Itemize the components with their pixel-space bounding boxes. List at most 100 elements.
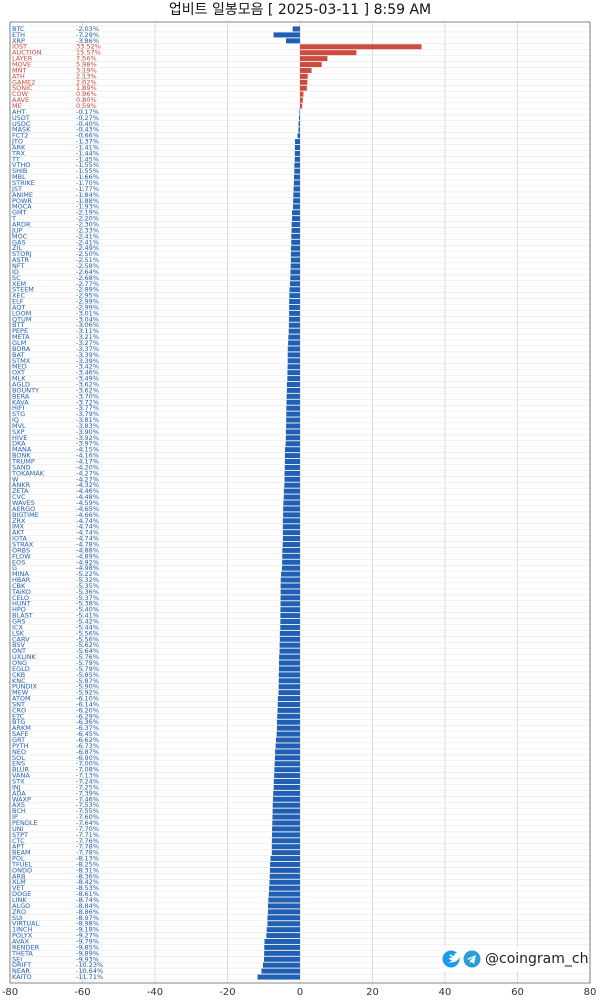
value-label: 33.52%	[76, 43, 101, 51]
value-label: -5.40%	[76, 606, 99, 614]
value-label: -5.79%	[76, 659, 99, 667]
bar	[293, 198, 300, 204]
value-label: -5.62%	[76, 641, 99, 649]
value-label: -0.66%	[76, 132, 99, 140]
category-label: NEO	[12, 748, 26, 756]
category-label: ASTR	[12, 256, 30, 264]
bar	[271, 838, 300, 844]
bar	[262, 962, 300, 968]
bar	[279, 666, 300, 672]
category-label: WAVES	[12, 499, 35, 507]
category-label: PENDLE	[12, 819, 38, 827]
bar	[280, 601, 300, 607]
bar	[274, 761, 300, 767]
value-label: -1.93%	[76, 203, 99, 211]
bar	[286, 423, 300, 429]
value-label: -7.53%	[76, 801, 99, 809]
value-label: -4.20%	[76, 463, 99, 471]
category-label: UXLINK	[12, 653, 37, 661]
value-label: -4.92%	[76, 558, 99, 566]
category-label: AHT	[12, 108, 25, 116]
value-label: -1.70%	[76, 179, 99, 187]
bar	[300, 44, 422, 50]
category-label: MINA	[12, 570, 29, 578]
x-tick-label: 60	[511, 987, 524, 998]
value-label: -5.76%	[76, 653, 99, 661]
value-label: -6.14%	[76, 700, 99, 708]
value-label: 2.02%	[76, 78, 97, 86]
value-label: -3.62%	[76, 386, 99, 394]
bar	[281, 565, 300, 571]
category-label: CTC	[12, 837, 25, 845]
value-label: -6.87%	[76, 748, 99, 756]
value-label: -7.46%	[76, 795, 99, 803]
value-label: -3.42%	[76, 363, 99, 371]
bar	[272, 832, 300, 838]
value-label: -2.95%	[76, 292, 99, 300]
bar	[279, 648, 300, 654]
value-label: -7.24%	[76, 777, 99, 785]
bar	[300, 50, 357, 56]
value-label: -4.74%	[76, 517, 99, 525]
bar	[283, 494, 300, 500]
bar	[287, 376, 300, 382]
value-label: 7.56%	[76, 55, 97, 63]
x-tick-label: -80	[2, 987, 18, 998]
value-label: -4.74%	[76, 535, 99, 543]
bar	[276, 731, 300, 737]
bar	[282, 536, 300, 542]
category-label: INJ	[12, 783, 21, 791]
bar	[299, 109, 300, 115]
watermark-text: @coingram_ch	[485, 951, 588, 967]
bar	[289, 304, 300, 310]
bar	[264, 944, 300, 950]
bar	[289, 281, 300, 287]
bar	[282, 530, 300, 536]
bar	[279, 636, 300, 642]
category-label: ID	[12, 268, 19, 276]
value-label: -3.04%	[76, 315, 99, 323]
value-label: -4.89%	[76, 552, 99, 560]
bar	[300, 62, 322, 68]
value-label: -1.44%	[76, 149, 99, 157]
value-label: -3.97%	[76, 440, 99, 448]
value-label: -5.36%	[76, 588, 99, 596]
category-label: STRIKE	[12, 179, 35, 187]
bar	[292, 210, 300, 216]
category-label: KAVA	[12, 398, 29, 406]
value-label: -3.77%	[76, 404, 99, 412]
bar	[286, 387, 300, 393]
category-label: MLK	[12, 375, 26, 383]
value-label: -4.17%	[76, 458, 99, 466]
category-label: DRIFT	[12, 961, 31, 969]
value-label: -5.79%	[76, 665, 99, 673]
category-label: CELO	[12, 594, 29, 602]
value-label: -4.98%	[76, 564, 99, 572]
value-label: -2.30%	[76, 221, 99, 229]
bar	[290, 245, 300, 251]
value-label: -6.37%	[76, 724, 99, 732]
value-label: -6.29%	[76, 712, 99, 720]
category-label: CKB	[12, 671, 25, 679]
bar	[300, 67, 312, 73]
category-label: BTG	[12, 718, 25, 726]
category-label: ETH	[12, 31, 25, 39]
category-label: HUNT	[12, 600, 31, 608]
bar	[283, 506, 300, 512]
category-label: AERGO	[12, 505, 35, 513]
category-label: SONIC	[12, 84, 33, 92]
value-label: -2.41%	[76, 232, 99, 240]
value-label: -4.16%	[76, 452, 99, 460]
value-label: -7.78%	[76, 843, 99, 851]
value-label: -3.90%	[76, 428, 99, 436]
value-label: -8.61%	[76, 890, 99, 898]
bar	[272, 802, 300, 808]
bar	[288, 340, 300, 346]
bar	[282, 524, 300, 530]
value-label: -7.60%	[76, 813, 99, 821]
category-label: PUNDIX	[12, 683, 37, 691]
category-label: MVL	[12, 422, 26, 430]
bar	[276, 737, 300, 743]
bar	[286, 405, 300, 411]
